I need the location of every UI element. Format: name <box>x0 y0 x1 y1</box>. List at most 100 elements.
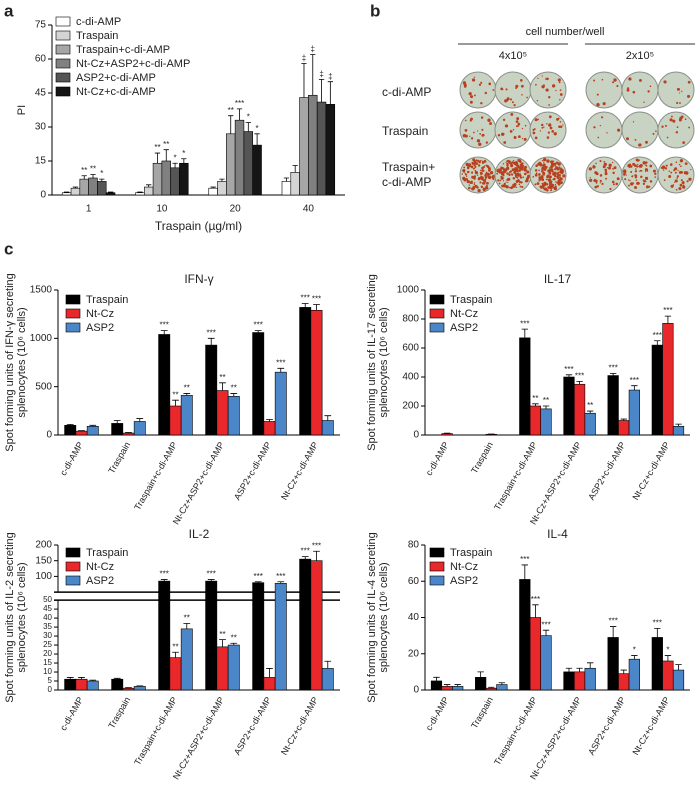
colony <box>548 104 550 106</box>
colony <box>490 171 493 174</box>
colony <box>552 173 555 176</box>
colony <box>609 188 611 190</box>
significance: *** <box>312 295 321 304</box>
colony <box>499 183 501 185</box>
colony <box>614 166 617 169</box>
colony <box>503 133 505 135</box>
colony <box>557 162 559 164</box>
bar <box>564 377 575 435</box>
colony <box>638 143 641 146</box>
colony <box>546 77 549 80</box>
colony <box>664 179 666 181</box>
bar <box>452 686 463 690</box>
colony <box>549 184 552 187</box>
colony <box>481 173 483 175</box>
bar <box>226 134 235 195</box>
colony <box>536 172 538 174</box>
y-tick-label: 0 <box>413 430 419 441</box>
bar <box>574 672 585 690</box>
colony <box>554 164 556 166</box>
colony <box>671 116 673 118</box>
bar <box>608 376 619 435</box>
bar <box>311 561 322 690</box>
colony <box>638 159 640 161</box>
colony <box>471 162 473 164</box>
bar <box>235 120 244 195</box>
colony <box>524 173 527 176</box>
colony <box>471 137 473 139</box>
colony <box>546 88 549 91</box>
significance: ** <box>219 630 225 639</box>
error-bar <box>566 375 572 377</box>
colony <box>629 180 630 181</box>
significance: * <box>247 113 250 122</box>
colony <box>688 81 691 84</box>
error-bar <box>90 175 95 178</box>
colony <box>560 89 562 91</box>
colony <box>663 169 665 171</box>
legend-swatch <box>56 87 70 96</box>
legend-label: Nt-Cz <box>450 308 478 320</box>
colony <box>555 184 556 185</box>
x-axis-title: Traspain (µg/ml) <box>155 219 242 233</box>
colony <box>471 181 473 183</box>
bar <box>652 345 663 435</box>
bar <box>629 390 640 435</box>
well <box>460 72 496 108</box>
colony <box>541 85 544 88</box>
bar <box>530 406 541 435</box>
colony <box>502 173 503 174</box>
x-tick-label: ASP2+c-di-AMP <box>232 695 273 757</box>
colony <box>483 182 486 185</box>
colony <box>537 100 538 101</box>
colony <box>603 165 606 168</box>
colony <box>514 136 517 139</box>
significance: ** <box>163 140 169 149</box>
legend-swatch <box>56 17 70 26</box>
colony <box>546 175 549 178</box>
bar <box>181 629 192 690</box>
colony <box>484 178 486 180</box>
colony <box>537 78 538 79</box>
colony <box>516 172 519 175</box>
colony <box>465 178 468 181</box>
colony <box>475 185 478 188</box>
panel-label: b <box>370 1 380 20</box>
legend-label: Traspain+c-di-AMP <box>76 44 170 56</box>
panel-label: c <box>4 239 13 258</box>
error-bar <box>181 159 186 164</box>
error-bar <box>302 304 309 308</box>
error-bar <box>293 166 298 173</box>
colony <box>482 134 485 137</box>
colony <box>613 78 616 81</box>
bar <box>541 409 552 435</box>
bar <box>275 372 286 435</box>
y-tick-label: 15 <box>43 658 52 667</box>
colony <box>515 85 518 88</box>
bar <box>97 181 106 195</box>
colony <box>504 169 507 172</box>
colony <box>688 127 690 129</box>
y-tick-label: 500 <box>35 381 52 392</box>
colony <box>654 173 656 175</box>
colony <box>596 172 599 175</box>
bar <box>134 686 145 690</box>
colony <box>596 182 598 184</box>
y-axis-title: splenocytes (10⁶ cells) <box>378 562 390 672</box>
colony <box>472 78 475 81</box>
colony <box>551 130 554 133</box>
colony <box>600 125 601 126</box>
colony <box>558 78 561 81</box>
colony <box>483 160 486 163</box>
colony <box>663 80 666 83</box>
colony <box>646 165 647 166</box>
colony <box>553 178 556 181</box>
colony <box>541 127 543 129</box>
bar <box>300 98 309 195</box>
row-label: Traspain <box>382 124 428 138</box>
colony <box>665 125 667 127</box>
x-tick-label: Nt-Cz+ASP2+c-di-AMP <box>171 440 226 526</box>
bar <box>442 686 453 690</box>
significance: ** <box>184 384 190 393</box>
colony <box>489 122 492 125</box>
